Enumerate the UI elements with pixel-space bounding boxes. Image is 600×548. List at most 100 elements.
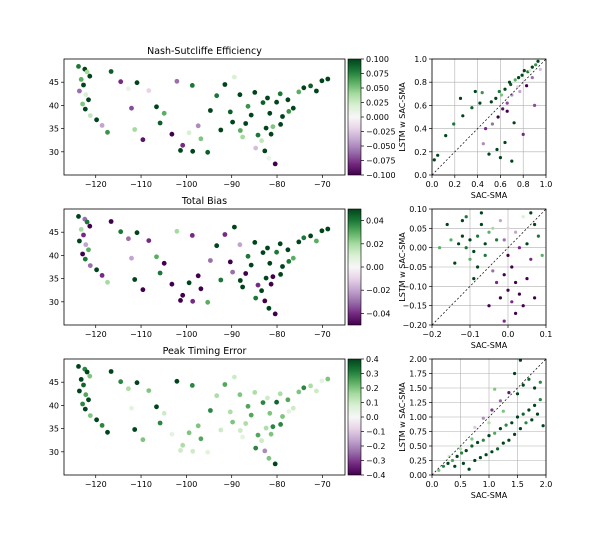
data-point (520, 73, 524, 77)
data-point (467, 467, 471, 471)
data-point (84, 369, 90, 375)
data-point (478, 101, 482, 105)
data-point (325, 376, 331, 382)
data-point (118, 79, 124, 85)
data-point (263, 125, 269, 131)
data-point (506, 226, 510, 230)
data-point (461, 114, 465, 118)
data-point (198, 136, 204, 142)
y-tick-label: 0.4 (414, 125, 427, 134)
x-tick-label: −80 (269, 180, 286, 189)
data-point (533, 103, 537, 107)
data-point (129, 105, 134, 111)
data-point (268, 131, 274, 137)
data-point (493, 387, 497, 391)
data-point (536, 234, 541, 238)
colorbar-tick-label: 0.0 (366, 413, 379, 422)
data-point (487, 152, 491, 156)
data-point (480, 91, 484, 95)
data-point (87, 113, 93, 118)
data-point (464, 435, 468, 439)
x-tick-label: −70 (314, 480, 331, 489)
data-point (76, 214, 81, 219)
data-point (296, 89, 302, 95)
colorbar-tick-label: −0.025 (366, 128, 396, 137)
data-point (161, 260, 167, 266)
data-point (458, 96, 463, 100)
data-point (132, 427, 138, 432)
data-point (230, 269, 236, 275)
data-point (473, 425, 477, 429)
y-tick-label: 30 (49, 448, 59, 457)
data-point (154, 254, 159, 260)
data-point (262, 448, 268, 454)
data-point (169, 431, 175, 437)
data-point (243, 421, 249, 426)
panel-5: 0.0 0.5 1.0 1.5 2.0 0.00 0.25 0.50 0.75 1.00 1.25 1… (398, 355, 552, 500)
data-point (140, 137, 146, 143)
y-tick-label: 40 (49, 101, 59, 110)
data-point (490, 408, 494, 412)
plot-area (64, 209, 345, 325)
data-point (505, 101, 509, 105)
axes-frame (63, 58, 346, 176)
data-point (535, 412, 540, 416)
x-tick-label: 0.6 (494, 180, 507, 189)
data-point (146, 88, 152, 93)
data-point (515, 85, 520, 89)
data-point (501, 441, 505, 445)
y-tick-label: 0.05 (409, 224, 427, 233)
data-point (222, 232, 228, 237)
colorbar-tick-label: 0.000 (366, 113, 389, 122)
data-point (99, 423, 105, 428)
data-point (265, 245, 270, 251)
data-point (483, 253, 487, 257)
data-point (498, 296, 502, 300)
y-tick-label: 30 (49, 148, 59, 157)
data-point (527, 408, 531, 412)
data-point (530, 76, 534, 80)
colorbar-tick-label: 0.1 (366, 399, 379, 408)
data-point (536, 59, 540, 63)
data-point (487, 421, 491, 425)
data-point (237, 428, 243, 433)
data-point (214, 93, 220, 99)
y-tick-label: 1.25 (409, 399, 427, 408)
x-tick-label: −0.1 (460, 330, 479, 339)
data-point (195, 423, 201, 429)
data-point (498, 156, 502, 160)
data-point (268, 431, 274, 437)
data-point (525, 242, 529, 246)
x-tick-label: 0.1 (540, 330, 553, 339)
data-point (240, 434, 246, 440)
data-point (484, 453, 488, 457)
data-point (76, 364, 81, 369)
x-tick-label: 2.0 (540, 480, 553, 489)
data-point (240, 284, 246, 290)
data-point (278, 272, 283, 277)
data-point (169, 131, 175, 137)
data-point (94, 117, 99, 123)
plot-area (64, 59, 345, 175)
x-axis-label: SAC-SMA (471, 341, 508, 350)
data-point (81, 232, 86, 238)
data-point (517, 292, 522, 296)
data-point (105, 129, 110, 135)
data-point (243, 271, 249, 276)
data-point (205, 449, 211, 455)
data-point (285, 397, 291, 403)
x-tick-label: −90 (223, 330, 240, 339)
panel-4: −120 −110 −100 −90 −80 −70 30 35 40 45 Peak Timing… (49, 346, 346, 489)
data-point (240, 134, 246, 140)
data-point (252, 240, 258, 245)
data-point (82, 406, 88, 412)
data-point (255, 132, 261, 138)
data-point (157, 120, 163, 126)
data-point (461, 461, 465, 465)
data-point (506, 253, 510, 257)
data-point (169, 281, 175, 287)
x-tick-label: 1.0 (483, 480, 496, 489)
data-point (245, 403, 251, 409)
data-point (450, 458, 455, 463)
data-point (494, 96, 498, 100)
